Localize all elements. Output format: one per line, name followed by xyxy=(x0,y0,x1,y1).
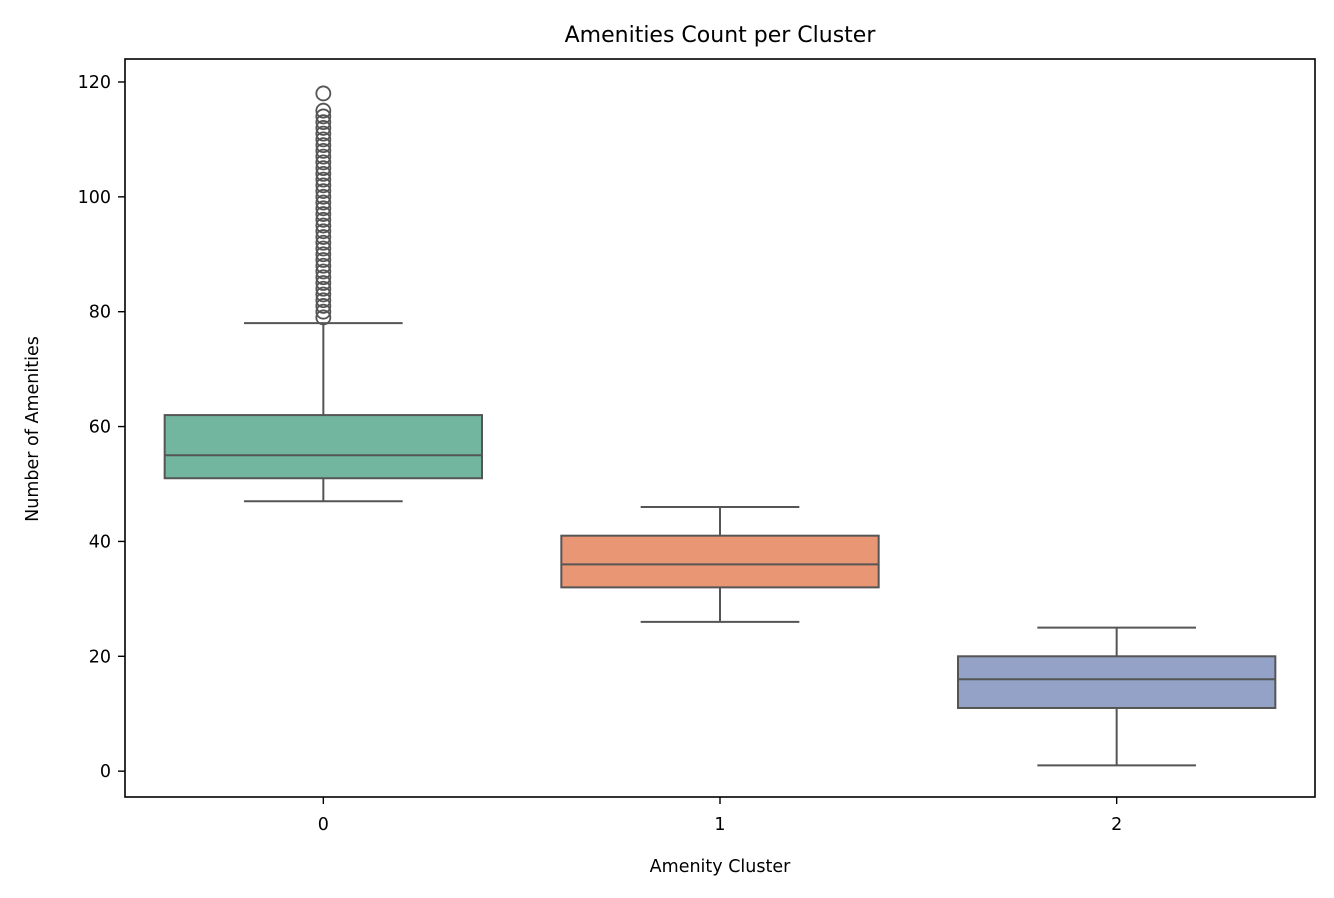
outlier-point xyxy=(315,120,332,136)
outlier-point xyxy=(315,188,332,205)
outlier-point xyxy=(315,171,332,188)
y-tick-label: 0 xyxy=(100,762,111,782)
outlier-point xyxy=(315,108,332,125)
outlier-point xyxy=(315,177,332,194)
outlier-point xyxy=(315,154,332,171)
outlier-point xyxy=(315,200,332,217)
outlier-point xyxy=(315,280,332,297)
outlier-point xyxy=(315,85,332,102)
y-tick-label: 60 xyxy=(89,418,111,438)
outlier-point xyxy=(315,131,332,148)
y-tick-label: 120 xyxy=(78,73,111,93)
x-tick-label: 1 xyxy=(714,815,725,835)
outlier-point xyxy=(315,229,332,245)
iqr-box xyxy=(163,414,484,480)
outlier-point xyxy=(315,234,332,251)
plot-area xyxy=(163,85,1277,767)
y-tick-label: 20 xyxy=(89,647,111,667)
outlier-point xyxy=(315,114,332,131)
outlier-point xyxy=(315,292,332,309)
iqr-box xyxy=(560,534,880,589)
outlier-point xyxy=(315,125,332,142)
x-axis-label: Amenity Cluster xyxy=(650,857,791,877)
outlier-point xyxy=(315,165,332,182)
outlier-point xyxy=(315,211,332,228)
outlier-point xyxy=(315,257,332,274)
outlier-point xyxy=(315,206,332,222)
outlier-point xyxy=(315,309,332,326)
outlier-point xyxy=(315,269,332,286)
outlier-point xyxy=(315,298,332,314)
y-axis-label: Number of Amenities xyxy=(23,336,43,522)
outlier-point xyxy=(315,252,332,268)
outlier-point xyxy=(315,275,332,291)
chart-title: Amenities Count per Cluster xyxy=(565,23,877,48)
outlier-point xyxy=(315,246,332,263)
box-cluster-1 xyxy=(560,505,880,623)
x-tick-label: 0 xyxy=(318,815,329,835)
outlier-point xyxy=(315,148,332,165)
outlier-point xyxy=(315,142,332,159)
outlier-point xyxy=(315,240,332,257)
outlier-point xyxy=(315,303,332,320)
box-cluster-2 xyxy=(957,626,1277,767)
y-tick-label: 100 xyxy=(78,188,111,208)
x-tick-label: 2 xyxy=(1111,815,1122,835)
outlier-point xyxy=(315,223,332,240)
outlier-point xyxy=(315,194,332,211)
box-cluster-0 xyxy=(163,85,484,503)
outlier-point xyxy=(315,137,332,154)
outlier-point xyxy=(315,102,332,119)
outlier-point xyxy=(315,183,332,199)
outlier-point xyxy=(315,263,332,280)
iqr-box xyxy=(957,655,1277,709)
outlier-point xyxy=(315,286,332,303)
outlier-point xyxy=(315,160,332,177)
y-tick-label: 80 xyxy=(89,303,111,323)
axes: 0 20 40 60 80 100 120 0 1 2 xyxy=(78,58,1316,835)
outlier-point xyxy=(315,217,332,234)
y-tick-label: 40 xyxy=(89,532,111,552)
